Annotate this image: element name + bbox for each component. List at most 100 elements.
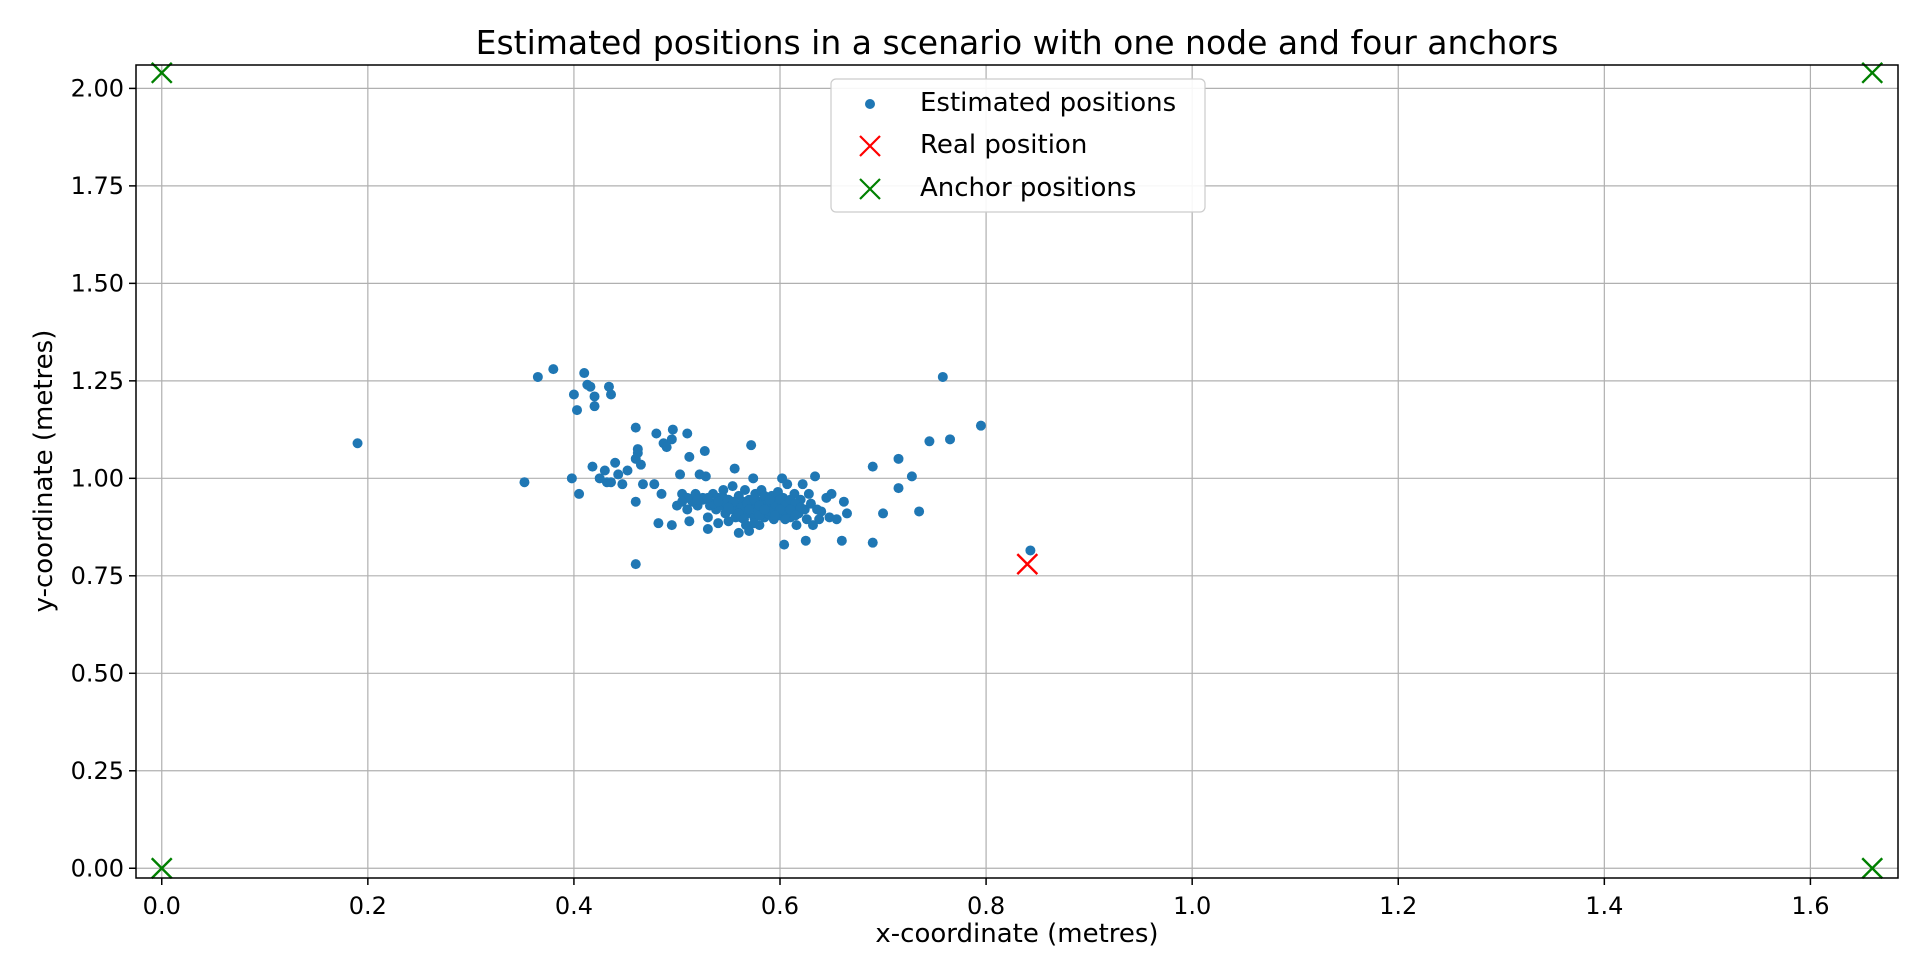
estimated-positions-point [617,479,628,490]
estimated-positions-point [791,520,802,531]
estimated-positions-point [723,502,734,513]
estimated-positions-point [661,442,672,453]
x-tick-label: 1.4 [1585,892,1623,920]
estimated-positions-point [826,488,837,499]
estimated-positions-point [764,494,775,505]
estimated-positions-point [675,469,686,480]
estimated-positions-point [893,483,904,494]
y-tick-label: 0.25 [71,757,124,785]
estimated-positions-point [682,428,693,439]
anchor-positions-marker [150,61,173,84]
estimated-positions-point [937,371,948,382]
estimated-positions-point [589,391,600,402]
estimated-positions-point [568,389,579,400]
estimated-positions-point [744,504,755,515]
x-tick-label: 0.4 [555,892,593,920]
estimated-positions-point [906,471,917,482]
estimated-positions-point [810,471,821,482]
estimated-positions-point [548,364,559,375]
y-tick-label: 2.00 [71,74,124,102]
estimated-positions-point [867,461,878,472]
real-position-marker [1016,553,1039,575]
estimated-positions-point [795,502,806,513]
estimated-positions-point [738,514,749,525]
estimated-positions-point [682,504,693,515]
estimated-positions-point [744,525,755,536]
legend-label-anchor: Anchor positions [920,173,1136,203]
legend-label-estimated: Estimated positions [920,88,1176,118]
estimated-positions-point [790,510,801,521]
estimated-positions-point [692,494,703,505]
estimated-positions-point [893,453,904,464]
estimated-positions-point [945,434,956,445]
legend-marker-anchor [859,178,881,200]
estimated-positions-point [599,465,610,476]
estimated-positions-point [666,520,677,531]
estimated-positions-point [841,508,852,519]
estimated-positions-point [574,488,585,499]
estimated-positions-point [838,496,849,507]
legend: Estimated positions Real position Anchor… [830,78,1206,213]
x-tick-label: 0.2 [349,892,387,920]
anchor-positions-marker [1861,61,1884,84]
estimated-positions-point [649,479,660,490]
estimated-positions-point [589,401,600,412]
chart-title: Estimated positions in a scenario with o… [476,23,1559,62]
estimated-positions-point [748,473,759,484]
x-tick-label: 0.6 [761,892,799,920]
anchor-positions-marker [1861,857,1884,880]
estimated-positions-point [677,496,688,507]
estimated-positions-point [816,506,827,517]
estimated-positions-point [579,368,590,379]
y-tick-label: 0.00 [71,854,124,882]
estimated-positions-point [1025,545,1036,556]
estimated-positions-point [585,381,596,392]
estimated-positions-point [924,436,935,447]
y-tick-label: 1.00 [71,464,124,492]
estimated-positions-point [780,514,791,525]
y-tick-label: 0.50 [71,659,124,687]
estimated-positions-point [610,457,621,468]
estimated-positions-point [622,465,633,476]
estimated-positions-point [635,459,646,470]
estimated-positions-point [713,496,724,507]
estimated-positions-point [759,504,770,515]
estimated-positions-point [713,518,724,529]
estimated-positions-point [630,559,641,570]
legend-marker-estimated [865,99,875,109]
estimated-positions-point [519,477,530,488]
estimated-positions-point [782,479,793,490]
estimated-positions-point [587,461,598,472]
estimated-positions-point [733,527,744,538]
legend-marker-real [859,135,881,157]
estimated-positions-point [831,514,842,525]
x-tick-label: 0.8 [967,892,1005,920]
estimated-positions-point [666,434,677,445]
estimated-positions-point [727,481,738,492]
legend-box [830,78,1206,213]
estimated-positions-point [656,488,667,499]
estimated-positions-point [702,492,713,503]
x-tick-label: 1.6 [1791,892,1829,920]
estimated-positions-point [700,471,711,482]
estimated-positions-point [975,420,986,431]
estimated-positions-point [699,446,710,457]
estimated-positions-point [702,512,713,523]
estimated-positions-point [836,535,847,546]
estimated-positions-point [702,524,713,535]
x-tick-label: 1.2 [1379,892,1417,920]
estimated-positions-point [729,463,740,474]
estimated-positions-point [749,518,760,529]
estimated-positions-point [606,389,617,400]
estimated-positions-point [651,428,662,439]
estimated-positions-point [779,539,790,550]
estimated-positions-point [684,516,695,527]
estimated-positions-point [667,424,678,435]
estimated-positions-point [532,371,543,382]
anchor-positions-marker [150,857,173,880]
estimated-positions-point [637,479,648,490]
estimated-positions-point [630,422,641,433]
axis-ticks: 0.0 0.2 0.4 0.6 0.8 1.0 1.2 1.4 1.6 0.00 0.25 0.50 0… [71,74,1830,920]
estimated-positions-point [803,488,814,499]
